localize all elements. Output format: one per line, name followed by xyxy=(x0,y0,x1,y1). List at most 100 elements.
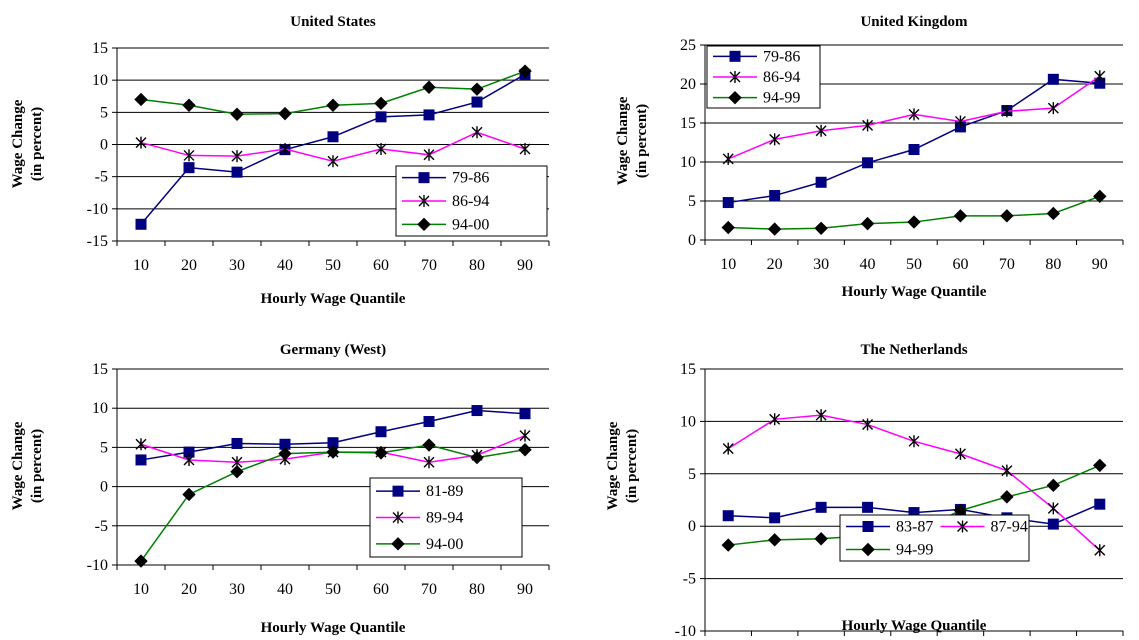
chart-4-series-87-94-marker xyxy=(862,418,874,431)
chart-3-series-94-00-marker xyxy=(230,464,244,479)
chart-3-y-axis-label-line: Wage Change xyxy=(10,421,26,510)
chart-4-series-87-94-marker xyxy=(1094,544,1106,557)
chart-4-ytick-label: 0 xyxy=(688,518,696,535)
chart-1-legend-label: 86-94 xyxy=(452,193,489,210)
chart-1-y-axis-label: Wage Change (in percent) xyxy=(10,99,45,188)
chart-3-legend-89-94-marker xyxy=(392,511,404,524)
chart-2-xtick-label: 20 xyxy=(767,256,783,273)
chart-2-series-94-99-marker xyxy=(1046,206,1061,221)
chart-2-series-86-94-marker xyxy=(862,119,874,132)
chart-2-xtick-label: 50 xyxy=(906,256,922,273)
chart-2-xtick-label: 70 xyxy=(999,256,1015,273)
chart-3-xtick-label: 20 xyxy=(181,581,197,598)
chart-2-series-94-99-marker xyxy=(1000,209,1014,223)
chart-1-ytick-label: 15 xyxy=(92,40,108,57)
chart-4-series-94-99-marker xyxy=(721,538,735,552)
chart-2-legend-label: 79-86 xyxy=(763,48,800,65)
chart-2-series-86-94-marker xyxy=(1094,70,1106,83)
chart-3-ytick-label: 15 xyxy=(92,361,108,378)
chart-2-series-86-94-marker xyxy=(722,152,734,165)
chart-1-xtick-label: 10 xyxy=(133,257,149,274)
chart-2-legend-label: 86-94 xyxy=(763,69,800,86)
chart-4-legend-94-99-marker xyxy=(861,542,875,557)
chart-4-series-87-94-marker xyxy=(1001,464,1013,477)
chart-4-y-axis-label: Wage Change (in percent) xyxy=(605,421,640,510)
chart-1-xtick-label: 80 xyxy=(469,257,485,274)
chart-2-xtick-label: 10 xyxy=(720,256,736,273)
chart-3-y-axis-label: Wage Change (in percent) xyxy=(10,421,45,510)
chart-2-legend-79-86-marker xyxy=(729,50,741,62)
chart-1-series-94-00-marker xyxy=(326,98,340,112)
chart-2-series-79-86-marker xyxy=(862,157,874,169)
chart-4-ytick-label: -5 xyxy=(683,571,696,588)
chart-1-ytick-label: -15 xyxy=(87,233,108,250)
chart-2-series-86-94-marker xyxy=(954,115,966,128)
chart-1-series-86-94-marker xyxy=(231,150,243,163)
chart-4-series-87-94-marker xyxy=(815,409,827,422)
chart-2-ytick-label: 20 xyxy=(680,76,696,93)
chart-2-y-axis-label-line: (in percent) xyxy=(634,104,650,178)
chart-2-legend-86-94-marker xyxy=(729,71,741,83)
chart-2-xtick-label: 40 xyxy=(860,256,876,273)
chart-4-series-83-87-marker xyxy=(1047,518,1059,530)
chart-3-xtick-label: 10 xyxy=(133,581,149,598)
chart-4-y-axis-label-line: (in percent) xyxy=(624,429,640,503)
chart-3-ytick-label: 5 xyxy=(100,439,108,456)
chart-1-xtick-label: 20 xyxy=(181,257,197,274)
chart-3-series-89-94-marker xyxy=(183,453,195,466)
chart-1: United States -15 -10 -5 0 5 10 15 10 20 30 40 50 60 7… xyxy=(10,14,550,307)
chart-2-xtick-label: 60 xyxy=(952,256,968,273)
chart-1-series-94-00-marker xyxy=(518,64,532,78)
chart-1-legend-label: 94-00 xyxy=(452,216,489,233)
chart-1-series-79-86-marker xyxy=(327,131,339,143)
chart-4-series-87-94-marker xyxy=(1047,502,1059,515)
chart-1-series-79-86-marker xyxy=(375,111,387,123)
chart-3-xtick-label: 90 xyxy=(517,581,533,598)
chart-3-xtick-label: 40 xyxy=(277,581,293,598)
chart-4-legend-label: 94-99 xyxy=(896,542,933,559)
chart-1-legend-79-86-marker xyxy=(418,172,430,184)
chart-3: Germany (West) -10 -5 0 5 10 15 10 20 30 40 50 60 70 8… xyxy=(10,342,550,636)
chart-2-series-79-86-marker xyxy=(722,197,734,209)
chart-1-series-86-94-marker xyxy=(327,155,339,168)
chart-2-series-86-94-marker xyxy=(908,108,920,121)
chart-1-series-94-00-marker xyxy=(278,106,292,121)
chart-2-series-94-99-marker xyxy=(1093,189,1107,204)
chart-3-legend-label: 81-89 xyxy=(426,483,463,500)
chart-1-series-79-86-marker xyxy=(135,218,147,230)
chart-2-series-94-99-marker xyxy=(953,209,968,223)
chart-1-ytick-label: -10 xyxy=(87,201,108,218)
chart-1-series-79-86-marker xyxy=(471,96,483,108)
chart-3-series-89-94-marker xyxy=(135,438,147,451)
chart-3-series-94-00-marker xyxy=(326,445,340,459)
chart-4-legend-87-94-marker xyxy=(957,520,968,533)
chart-4-series-94-99-marker xyxy=(767,533,782,547)
chart-3-series-81-89-marker xyxy=(375,426,387,438)
chart-3-legend: 81-89 89-94 94-00 xyxy=(369,477,523,558)
chart-3-title: Germany (West) xyxy=(280,342,386,358)
chart-3-series-94-00-marker xyxy=(518,443,532,457)
chart-4-legend-83-87-marker xyxy=(862,521,874,532)
chart-2-title: United Kingdom xyxy=(860,14,968,30)
chart-3-xtick-label: 70 xyxy=(421,581,437,598)
chart-4-series-83-87-marker xyxy=(769,512,781,524)
chart-4: The Netherlands-10-505101510203040506070… xyxy=(605,342,1124,640)
chart-2-series-94-99-marker xyxy=(907,215,921,229)
chart-1-series-86-94-marker xyxy=(471,126,483,139)
chart-1-legend-86-94-marker xyxy=(418,195,430,207)
chart-1-series-79-86-marker xyxy=(231,166,243,178)
chart-3-series-94-00-marker xyxy=(422,438,436,452)
chart-3-series-81-89-marker xyxy=(519,408,531,420)
chart-3-xtick-label: 50 xyxy=(325,581,341,598)
chart-1-series-86-94-marker xyxy=(183,149,195,162)
chart-1-x-axis-label: Hourly Wage Quantile xyxy=(261,291,406,307)
chart-4-legend-label: 87-94 xyxy=(991,519,1028,536)
chart-1-ytick-label: 5 xyxy=(100,104,108,121)
chart-1-series-94-00-marker xyxy=(230,107,244,121)
chart-1-ytick-label: 0 xyxy=(100,137,108,154)
chart-3-series-94-00-marker xyxy=(374,446,388,460)
chart-1-series-79-86-marker xyxy=(423,109,435,121)
chart-3-series-94-00-marker xyxy=(182,487,196,502)
chart-1-ytick-label: 10 xyxy=(92,72,108,89)
